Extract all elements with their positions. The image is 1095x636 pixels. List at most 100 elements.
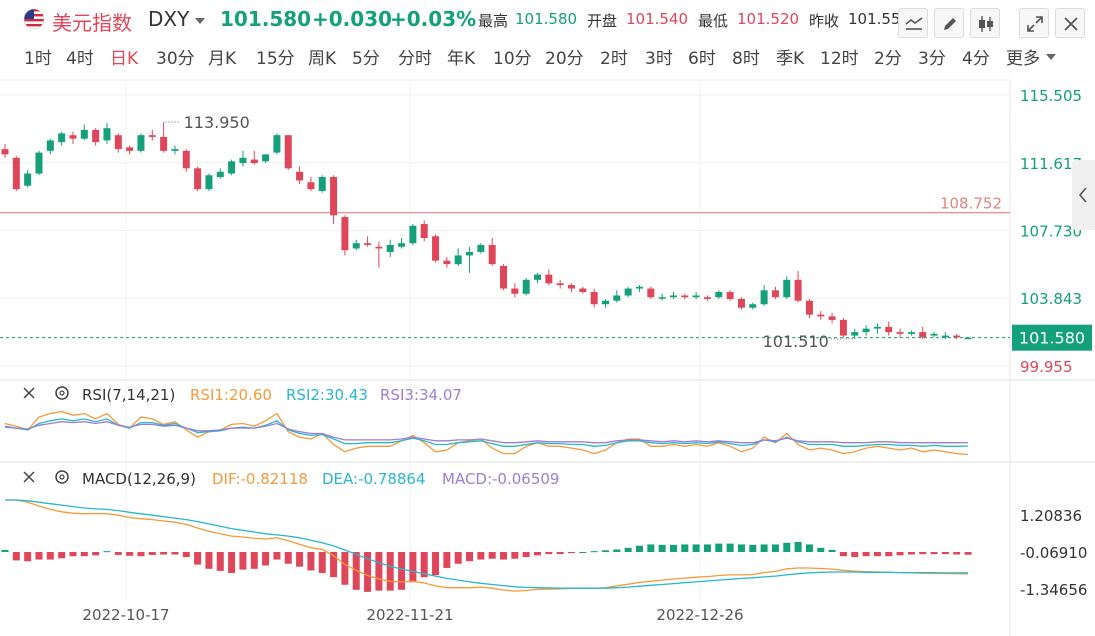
candle-body xyxy=(930,333,938,336)
tab-period[interactable]: 2时 xyxy=(600,49,628,69)
candle-body xyxy=(658,297,666,299)
price-change-pct: +0.03% xyxy=(390,7,477,31)
tab-period[interactable]: 12时 xyxy=(820,49,859,69)
candle-body xyxy=(182,150,190,169)
candle-body xyxy=(160,136,168,151)
y-tick-label: 103.843 xyxy=(1020,290,1082,308)
candle-body xyxy=(364,243,372,245)
tab-period[interactable]: 4时 xyxy=(66,49,94,69)
gear-icon-center xyxy=(59,474,65,480)
macd-histogram-bar xyxy=(318,552,326,573)
chevron-down-icon[interactable] xyxy=(195,18,205,24)
macd-histogram-bar xyxy=(873,552,881,557)
x-tick-label: 2022-10-17 xyxy=(82,606,169,624)
tab-period[interactable]: 1时 xyxy=(24,49,52,69)
line-draw-button[interactable] xyxy=(898,8,928,38)
candle-body xyxy=(92,129,100,143)
macd-histogram-bar xyxy=(556,552,564,555)
macd-histogram-bar xyxy=(805,544,813,552)
rsi3-legend: RSI3:34.07 xyxy=(380,386,462,404)
tab-period[interactable]: 月K xyxy=(208,49,237,69)
tab-period[interactable]: 更多 xyxy=(1006,49,1040,69)
candle-body xyxy=(24,173,32,186)
tab-period[interactable]: 周K xyxy=(308,49,337,69)
candle-body xyxy=(239,157,247,164)
macd-histogram-bar xyxy=(919,552,927,555)
candle-body xyxy=(568,285,575,289)
tab-period[interactable]: 15分 xyxy=(256,49,295,69)
macd-histogram-bar xyxy=(500,552,508,560)
close-button[interactable] xyxy=(1055,8,1085,38)
chevron-left-icon xyxy=(1078,187,1087,203)
macd-y-tick-label: -1.34656 xyxy=(1020,581,1087,599)
side-panel-toggle[interactable] xyxy=(1072,160,1095,230)
candle-body xyxy=(828,316,836,320)
pencil-button[interactable] xyxy=(934,8,964,38)
candle-body xyxy=(896,332,904,334)
tab-period[interactable]: 3分 xyxy=(918,49,946,69)
low-value: 101.520 xyxy=(737,10,800,28)
tab-period[interactable]: 6时 xyxy=(688,49,716,69)
tab-period[interactable]: 季K xyxy=(776,49,805,69)
candle-body xyxy=(58,133,66,143)
candle-body xyxy=(862,328,870,333)
tab-period[interactable]: 20分 xyxy=(545,49,584,69)
candle-body xyxy=(817,314,825,317)
candle-body xyxy=(760,290,768,305)
candle-body xyxy=(35,152,43,174)
tab-period[interactable]: 2分 xyxy=(874,49,902,69)
macd-histogram-bar xyxy=(828,549,836,552)
macd-histogram-bar xyxy=(658,544,666,552)
max-annotation-label: 113.950 xyxy=(184,113,250,132)
candle-body xyxy=(409,225,417,244)
candle-body xyxy=(715,292,723,298)
macd-histogram-bar xyxy=(364,552,372,592)
candle-body xyxy=(330,176,338,216)
macd-histogram-bar xyxy=(216,552,224,571)
tab-period[interactable]: 4分 xyxy=(962,49,990,69)
line-draw-icon xyxy=(905,17,923,30)
candle-body xyxy=(171,149,179,151)
close-icon xyxy=(23,387,35,399)
candle-body xyxy=(703,297,711,299)
macd-histogram-bar xyxy=(568,552,575,553)
candle-body xyxy=(341,217,349,251)
candle-body xyxy=(783,279,791,298)
tab-period[interactable]: 3时 xyxy=(645,49,673,69)
tab-period[interactable]: 5分 xyxy=(352,49,380,69)
tab-period[interactable]: 年K xyxy=(447,49,476,69)
candle-body xyxy=(873,326,881,329)
macd-series-line xyxy=(5,499,969,589)
tab-period[interactable]: 30分 xyxy=(156,49,195,69)
candle-body xyxy=(148,135,156,137)
macd-histogram-bar xyxy=(477,552,485,560)
instrument-symbol[interactable]: DXY xyxy=(148,7,190,31)
candle-body xyxy=(726,292,734,299)
macd-y-tick-label: 1.20836 xyxy=(1020,507,1082,525)
chevron-down-icon[interactable] xyxy=(1046,54,1056,60)
high-value: 101.580 xyxy=(515,10,578,28)
macd-histogram-bar xyxy=(24,552,32,562)
macd-histogram-bar xyxy=(466,552,474,562)
expand-button[interactable] xyxy=(1019,8,1049,38)
candle-body xyxy=(805,300,813,315)
rsi1-legend: RSI1:20.60 xyxy=(190,386,272,404)
quote-header: 美元指数 DXY 101.580 +0.030 +0.03% 最高 101.58… xyxy=(0,0,1095,38)
macd-histogram-bar xyxy=(239,552,247,570)
prev-close-value: 101.55 xyxy=(848,10,900,28)
tab-period[interactable]: 8时 xyxy=(732,49,760,69)
tab-period[interactable]: 日K xyxy=(110,49,139,69)
candle-body xyxy=(307,182,315,190)
macd-histogram-bar xyxy=(262,552,270,566)
macd-series-line xyxy=(5,499,969,592)
macd-histogram-bar xyxy=(635,545,643,552)
tab-period[interactable]: 分时 xyxy=(398,49,432,69)
candle-body xyxy=(601,300,609,305)
candle-body xyxy=(126,147,134,151)
macd-histogram-bar xyxy=(296,552,304,567)
tab-period[interactable]: 10分 xyxy=(493,49,532,69)
candle-type-button[interactable] xyxy=(970,8,1000,38)
candle-body xyxy=(114,135,122,150)
macd-histogram-bar xyxy=(534,552,542,556)
